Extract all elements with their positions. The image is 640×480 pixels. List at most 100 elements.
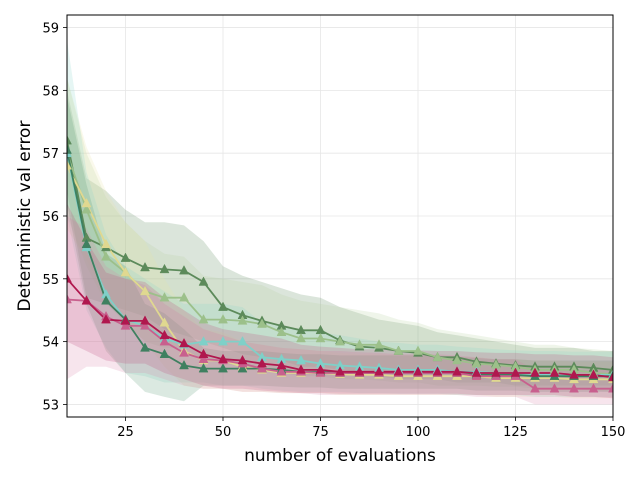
series-crimson-point xyxy=(276,359,287,370)
x-axis-label: number of evaluations xyxy=(244,446,436,466)
series-green-teal-band xyxy=(67,96,613,402)
series-markers xyxy=(67,135,613,393)
grid xyxy=(67,15,614,417)
series-light-green-point xyxy=(296,332,306,343)
series-dark-green-point xyxy=(179,265,189,275)
series-light-green-point xyxy=(354,339,365,349)
x-tick-label: 25 xyxy=(117,425,134,440)
series-dark-green-point xyxy=(120,252,131,262)
x-tick-label: 75 xyxy=(312,425,329,440)
y-axis-label: Deterministic val error xyxy=(15,121,35,312)
y-tick-label: 56 xyxy=(42,210,59,225)
series-crimson-point xyxy=(335,366,345,376)
x-tick-label: 125 xyxy=(503,425,528,440)
series-teal-point xyxy=(296,354,306,365)
series-light-green-band xyxy=(67,77,613,392)
series-green-teal-point xyxy=(218,363,228,373)
series-teal-point xyxy=(198,336,209,346)
series-green-teal-point xyxy=(67,144,72,154)
series-crimson-point xyxy=(491,367,501,377)
series-cream-point xyxy=(140,285,150,296)
series-pink-point xyxy=(67,294,72,304)
series-crimson-point xyxy=(159,329,170,340)
y-tick-label: 58 xyxy=(42,84,59,99)
x-tick-label: 100 xyxy=(406,425,431,440)
series-dark-green-point xyxy=(218,301,228,311)
series-pink-point xyxy=(198,353,209,363)
series-light-green-point xyxy=(335,336,345,346)
series-light-green-point xyxy=(218,314,228,324)
series-pink-point xyxy=(530,383,540,393)
series-crimson-point xyxy=(354,366,365,376)
series-light-green-point xyxy=(159,292,170,302)
series-crimson-point xyxy=(530,367,540,377)
series-pink-point xyxy=(140,320,150,330)
series-pink-point xyxy=(179,347,189,357)
x-axis-ticks: 25 50 75 100 125 150 xyxy=(117,417,625,440)
series-pink-point xyxy=(120,320,131,330)
series-light-green-point xyxy=(432,351,443,362)
series-pink-point xyxy=(549,383,560,393)
series-cream-point xyxy=(67,160,72,170)
series-green-teal-point xyxy=(198,363,209,373)
series-crimson-point xyxy=(218,353,228,363)
series-crimson-point xyxy=(179,337,189,348)
series-crimson-point xyxy=(569,369,579,379)
series-crimson-point xyxy=(81,295,92,305)
series-pink-point xyxy=(276,366,287,376)
series-green-teal-point xyxy=(237,363,248,373)
series-crimson-point xyxy=(315,364,326,374)
series-dark-green-point xyxy=(198,276,209,286)
series-green-teal-point xyxy=(101,295,111,305)
series-crimson-point xyxy=(101,314,111,324)
series-cream-point xyxy=(120,266,131,277)
series-light-green-point xyxy=(237,315,248,325)
series-light-green-point xyxy=(179,292,189,302)
series-teal-point xyxy=(237,336,248,346)
series-light-green-point xyxy=(101,251,111,261)
series-pink-point xyxy=(257,363,267,373)
series-green-teal-point xyxy=(159,348,170,358)
series-crimson-point xyxy=(452,366,462,376)
series-crimson-point xyxy=(549,367,560,377)
y-tick-label: 53 xyxy=(42,398,59,413)
series-crimson-point xyxy=(257,358,267,368)
series-crimson-point xyxy=(67,273,72,283)
series-pink-point xyxy=(588,383,599,393)
series-teal-band xyxy=(67,40,613,397)
series-dark-green-point xyxy=(140,261,150,272)
series-light-green-point xyxy=(452,354,462,365)
series-light-green-point xyxy=(257,318,267,328)
series-cream-point xyxy=(101,238,111,249)
series-crimson-point xyxy=(374,366,384,376)
series-crimson-point xyxy=(120,315,131,325)
series-crimson-point xyxy=(471,367,482,377)
series-light-green-point xyxy=(276,326,287,336)
series-green-teal-point xyxy=(140,342,150,352)
series-light-green-point xyxy=(413,345,423,355)
series-cream-point xyxy=(159,317,170,327)
series-crimson-point xyxy=(198,348,209,358)
series-crimson-point xyxy=(140,315,150,325)
series-dark-green-point xyxy=(67,135,72,145)
series-crimson-point xyxy=(393,366,404,376)
series-green-teal-point xyxy=(179,359,189,370)
series-light-green-point xyxy=(198,314,209,324)
series-green-teal-point xyxy=(81,238,92,249)
series-dark-green-point xyxy=(159,263,170,274)
series-crimson-point xyxy=(510,367,521,377)
y-tick-label: 54 xyxy=(42,336,59,351)
x-tick-label: 150 xyxy=(601,425,626,440)
series-crimson-point xyxy=(588,369,599,379)
series-crimson-point xyxy=(413,366,423,376)
series-crimson-point xyxy=(296,364,306,374)
y-tick-label: 57 xyxy=(42,147,59,162)
series-pink-point xyxy=(608,383,613,393)
y-tick-label: 55 xyxy=(42,273,59,288)
series-cream-point xyxy=(81,197,92,208)
series-dark-green-band xyxy=(67,90,613,386)
series-crimson-point xyxy=(432,366,443,376)
series-light-green-point xyxy=(315,332,326,343)
series-pink-point xyxy=(159,336,170,346)
